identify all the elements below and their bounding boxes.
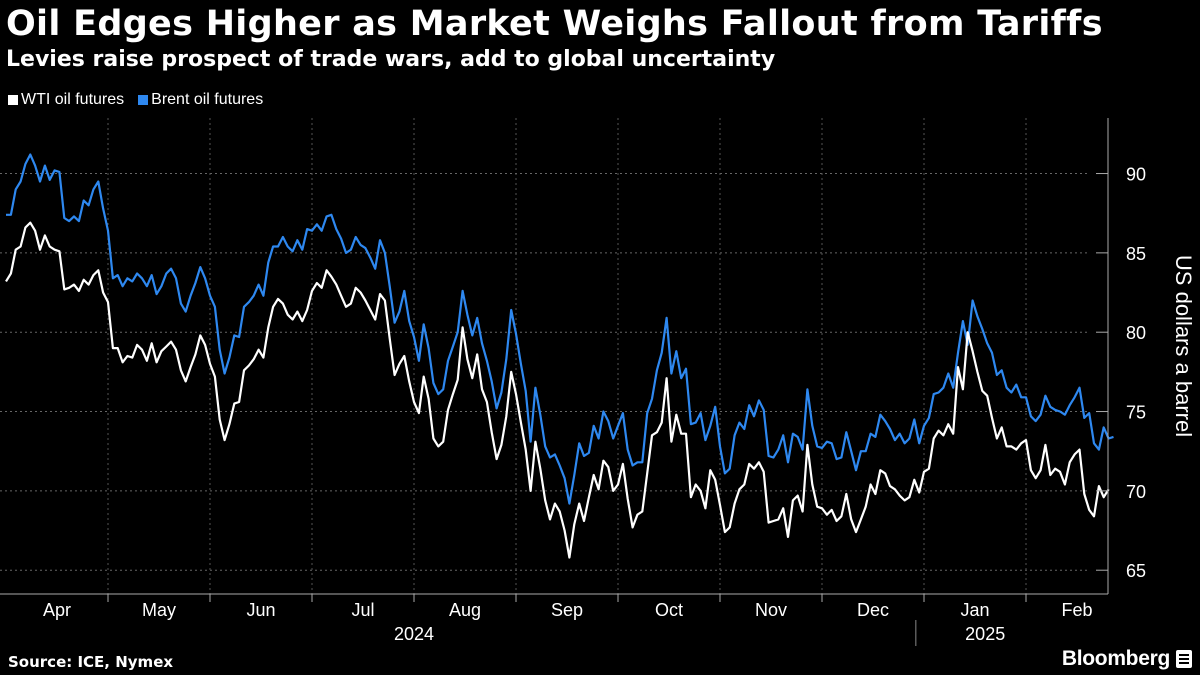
year-label-2024: 2024 <box>394 624 434 644</box>
xtick-label-Jan: Jan <box>960 600 989 620</box>
year-label-2025: 2025 <box>965 624 1005 644</box>
xtick-label-May: May <box>142 600 176 620</box>
ytick-label-75: 75 <box>1126 403 1146 423</box>
xtick-label-Oct: Oct <box>655 600 683 620</box>
source-note: Source: ICE, Nymex <box>8 653 174 671</box>
xtick-label-Jul: Jul <box>351 600 374 620</box>
ytick-label-90: 90 <box>1126 165 1146 185</box>
line-chart: 65 70 75 80 85 90 Apr May Jun Jul Aug Sep Oct Nov Dec J… <box>0 118 1196 646</box>
bloomberg-logo: Bloomberg <box>1061 647 1170 670</box>
xtick-label-Apr: Apr <box>43 600 71 620</box>
legend-label-wti: WTI oil futures <box>21 91 125 108</box>
xtick-label-Feb: Feb <box>1061 600 1092 620</box>
y-axis-title: US dollars a barrel <box>1171 255 1196 437</box>
legend-swatch-brent <box>138 95 149 105</box>
legend-label-brent: Brent oil futures <box>151 91 264 108</box>
chart-grid <box>0 118 1090 594</box>
ytick-label-80: 80 <box>1126 323 1146 343</box>
legend-swatch-wti <box>8 95 18 105</box>
series-line-brent <box>6 153 1114 505</box>
xtick-label-Dec: Dec <box>857 600 889 620</box>
series-line-wti <box>5 221 1110 559</box>
ytick-label-85: 85 <box>1126 244 1146 264</box>
xtick-label-Sep: Sep <box>551 600 583 620</box>
xtick-label-Jun: Jun <box>246 600 275 620</box>
ytick-label-70: 70 <box>1126 482 1146 502</box>
xtick-label-Nov: Nov <box>755 600 787 620</box>
chart-title: Oil Edges Higher as Market Weighs Fallou… <box>6 4 1103 44</box>
series-layer <box>5 153 1114 559</box>
chart-axes: 65 70 75 80 85 90 Apr May Jun Jul Aug Sep Oct Nov Dec J… <box>0 118 1196 646</box>
legend-item-wti: WTI oil futures <box>8 91 124 109</box>
ytick-label-65: 65 <box>1126 561 1146 581</box>
xtick-label-Aug: Aug <box>449 600 481 620</box>
chart-subtitle: Levies raise prospect of trade wars, add… <box>6 47 776 72</box>
legend-item-brent: Brent oil futures <box>138 91 263 109</box>
bloomberg-terminal-icon <box>1176 650 1192 668</box>
legend: WTI oil futures Brent oil futures <box>8 91 263 109</box>
